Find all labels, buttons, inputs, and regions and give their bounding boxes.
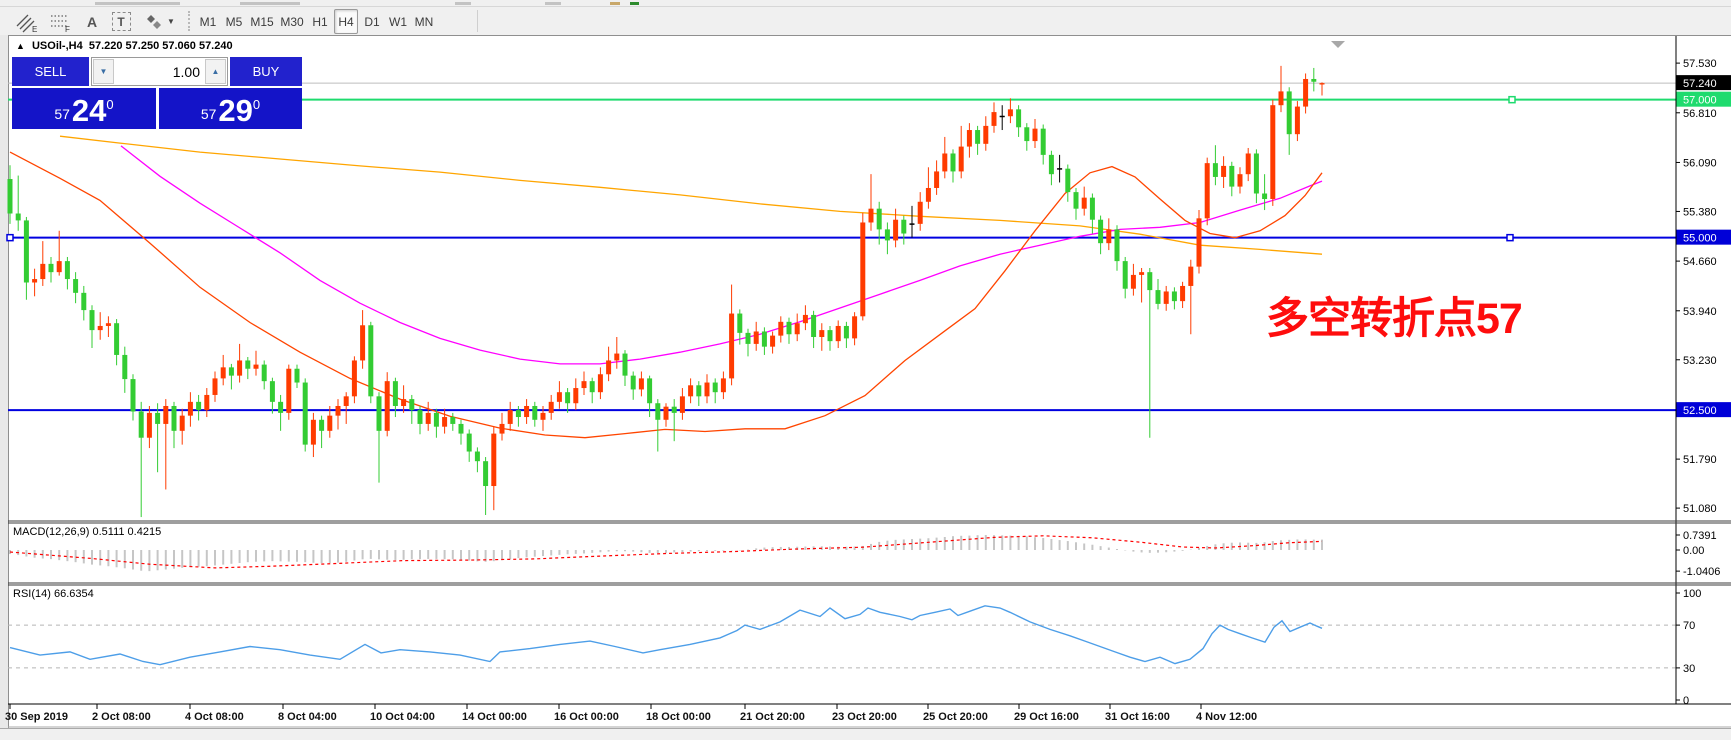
svg-text:14 Oct 00:00: 14 Oct 00:00 bbox=[462, 711, 527, 723]
svg-text:53.940: 53.940 bbox=[1683, 306, 1717, 318]
toolbar-remnant-sliver bbox=[545, 2, 561, 5]
svg-text:23 Oct 20:00: 23 Oct 20:00 bbox=[832, 711, 897, 723]
svg-text:57.000: 57.000 bbox=[1683, 95, 1717, 107]
svg-text:2 Oct 08:00: 2 Oct 08:00 bbox=[92, 711, 151, 723]
buy-price-main: 29 bbox=[218, 93, 253, 128]
chart-window-border bbox=[0, 35, 1731, 36]
shapes-tool-button[interactable]: ▼ bbox=[138, 9, 180, 34]
buy-price-display[interactable]: 57 29 0 bbox=[159, 88, 302, 129]
macd-indicator-label: MACD(12,26,9) 0.5111 0.4215 bbox=[13, 526, 162, 538]
drawing-and-timeframe-toolbar: E F A T ▼ M1 M5 M15 M30 H1 H4 D1 W1 MN bbox=[0, 7, 1731, 36]
rsi-indicator-label: RSI(14) 66.6354 bbox=[13, 588, 94, 600]
svg-text:31 Oct 16:00: 31 Oct 16:00 bbox=[1105, 711, 1170, 723]
svg-text:51.080: 51.080 bbox=[1683, 503, 1717, 515]
sell-button[interactable]: SELL bbox=[12, 57, 91, 86]
toolbar-remnant-sliver bbox=[95, 2, 180, 5]
svg-text:E: E bbox=[32, 25, 37, 33]
timeframe-button-m30[interactable]: M30 bbox=[280, 14, 304, 29]
svg-text:56.090: 56.090 bbox=[1683, 157, 1717, 169]
timeframe-button-w1[interactable]: W1 bbox=[389, 14, 407, 29]
svg-text:F: F bbox=[65, 25, 70, 33]
chart-symbol-header: ▲ USOil-,H4 57.220 57.250 57.060 57.240 bbox=[16, 40, 233, 52]
svg-text:4 Nov 12:00: 4 Nov 12:00 bbox=[1196, 711, 1257, 723]
svg-text:55.000: 55.000 bbox=[1683, 233, 1717, 245]
status-bar bbox=[0, 728, 1731, 740]
svg-text:16 Oct 00:00: 16 Oct 00:00 bbox=[554, 711, 619, 723]
timeframe-button-m1[interactable]: M1 bbox=[199, 14, 217, 29]
toolbar-remnant-sliver bbox=[240, 2, 300, 5]
svg-text:57.530: 57.530 bbox=[1683, 58, 1717, 70]
toolbar-remnant-sliver bbox=[630, 2, 639, 5]
svg-text:29 Oct 16:00: 29 Oct 16:00 bbox=[1014, 711, 1079, 723]
shapes-icon bbox=[147, 14, 162, 29]
svg-text:0.7391: 0.7391 bbox=[1683, 530, 1717, 542]
svg-text:70: 70 bbox=[1683, 620, 1695, 632]
ohlc-values: 57.220 57.250 57.060 57.240 bbox=[88, 40, 233, 52]
draw-lines-tool-button[interactable]: E bbox=[10, 9, 44, 34]
volume-value[interactable]: 1.00 bbox=[172, 63, 200, 80]
svg-text:54.660: 54.660 bbox=[1683, 256, 1717, 268]
shapes-caret-icon: ▼ bbox=[167, 17, 175, 26]
timeframe-button-h4[interactable]: H4 bbox=[334, 9, 358, 34]
svg-text:21 Oct 20:00: 21 Oct 20:00 bbox=[740, 711, 805, 723]
buy-button[interactable]: BUY bbox=[228, 57, 302, 86]
buy-price-prefix: 57 bbox=[200, 106, 217, 122]
svg-text:4 Oct 08:00: 4 Oct 08:00 bbox=[185, 711, 244, 723]
volume-increase-button[interactable]: ▲ bbox=[205, 59, 226, 84]
collapse-triangle-icon[interactable]: ▲ bbox=[16, 41, 25, 51]
one-click-trading-panel: SELL ▼ 1.00 ▲ BUY 57 24 0 57 29 0 bbox=[12, 57, 302, 129]
svg-text:53.230: 53.230 bbox=[1683, 355, 1717, 367]
upper-toolbar-remnant bbox=[0, 0, 1731, 7]
volume-stepper: ▼ 1.00 ▲ bbox=[91, 57, 228, 86]
svg-text:57.240: 57.240 bbox=[1683, 78, 1717, 90]
svg-text:8 Oct 04:00: 8 Oct 04:00 bbox=[278, 711, 337, 723]
toolbar-remnant-sliver bbox=[455, 2, 471, 5]
svg-text:30 Sep 2019: 30 Sep 2019 bbox=[5, 711, 68, 723]
svg-text:18 Oct 00:00: 18 Oct 00:00 bbox=[646, 711, 711, 723]
svg-text:52.500: 52.500 bbox=[1683, 405, 1717, 417]
fibonacci-tool-button[interactable]: F bbox=[44, 9, 78, 34]
sell-price-display[interactable]: 57 24 0 bbox=[12, 88, 159, 129]
volume-decrease-button[interactable]: ▼ bbox=[93, 59, 114, 84]
timeframe-button-mn[interactable]: MN bbox=[414, 14, 434, 29]
svg-text:-1.0406: -1.0406 bbox=[1683, 566, 1720, 578]
sell-price-prefix: 57 bbox=[54, 106, 70, 122]
label-tool-icon: A bbox=[86, 13, 98, 30]
svg-text:100: 100 bbox=[1683, 588, 1701, 600]
svg-text:0.00: 0.00 bbox=[1683, 545, 1704, 557]
timeframe-button-d1[interactable]: D1 bbox=[364, 14, 380, 29]
timeframe-button-m5[interactable]: M5 bbox=[225, 14, 243, 29]
svg-text:51.790: 51.790 bbox=[1683, 454, 1717, 466]
timeframe-button-h1[interactable]: H1 bbox=[312, 14, 328, 29]
window-left-gutter bbox=[0, 35, 9, 728]
fibonacci-icon: F bbox=[51, 14, 70, 33]
label-tool-button[interactable]: A bbox=[78, 9, 106, 34]
text-tool-icon: T bbox=[111, 12, 131, 31]
hatch-lines-icon: E bbox=[16, 14, 37, 33]
buy-price-sup: 0 bbox=[252, 97, 261, 112]
svg-text:30: 30 bbox=[1683, 663, 1695, 675]
toolbar-separator bbox=[477, 10, 478, 32]
text-tool-button[interactable]: T bbox=[106, 9, 136, 34]
timeframe-button-m15[interactable]: M15 bbox=[250, 14, 274, 29]
sell-price-main: 24 bbox=[71, 93, 107, 128]
svg-text:25 Oct 20:00: 25 Oct 20:00 bbox=[923, 711, 988, 723]
svg-text:55.380: 55.380 bbox=[1683, 206, 1717, 218]
chart-text-annotation[interactable]: 多空转折点57 bbox=[1266, 295, 1523, 343]
sell-price-sup: 0 bbox=[106, 97, 114, 112]
svg-text:0: 0 bbox=[1683, 695, 1689, 707]
symbol-timeframe-label: USOil-,H4 bbox=[31, 40, 83, 52]
svg-text:10 Oct 04:00: 10 Oct 04:00 bbox=[370, 711, 435, 723]
toolbar-separator bbox=[188, 11, 193, 31]
svg-text:56.810: 56.810 bbox=[1683, 108, 1717, 120]
toolbar-remnant-sliver bbox=[610, 2, 620, 5]
